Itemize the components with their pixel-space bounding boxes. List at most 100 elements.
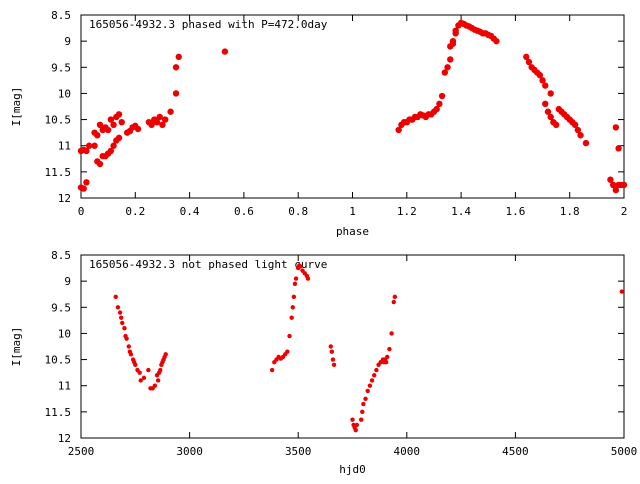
y-tick-label: 10.5 <box>45 114 72 127</box>
data-point <box>118 315 124 320</box>
y-tick-label: 11 <box>58 380 71 393</box>
data-point <box>175 53 182 61</box>
data-point <box>391 299 396 305</box>
x-tick-label: 0.6 <box>234 205 254 218</box>
chart-title: 165056-4932.3 not phased light curve <box>89 258 327 271</box>
chart-panel-2: 2500 3000 3500 4000 4500 5000 8.5 9 9.5 10 10.5 11 1… <box>10 249 637 476</box>
data-point <box>115 111 123 118</box>
data-point <box>330 357 336 362</box>
data-point <box>577 132 584 139</box>
data-point <box>369 378 375 383</box>
data-point <box>331 362 337 367</box>
y-tick-label: 10 <box>58 87 71 100</box>
x-tick-label: 0.2 <box>125 205 145 218</box>
data-point <box>94 132 101 139</box>
data-point <box>269 367 275 373</box>
data-point <box>449 37 457 45</box>
data-point <box>148 121 155 128</box>
data-point <box>374 367 379 373</box>
data-point <box>387 346 392 352</box>
data-point <box>291 294 297 300</box>
y-tick-label: 10.5 <box>45 354 72 367</box>
chart-title: 165056-4932.3 phased with P=472.0day <box>89 18 328 31</box>
x-tick-label: 0 <box>78 205 85 218</box>
y-axis-label: I[mag] <box>10 87 23 127</box>
y-axis-label: I[mag] <box>10 327 23 367</box>
data-point <box>107 147 115 155</box>
data-point <box>85 142 93 149</box>
x-axis-label: phase <box>336 225 369 238</box>
data-point <box>155 378 161 383</box>
data-point <box>358 417 364 422</box>
data-point <box>367 383 373 388</box>
y-tick-label: 10 <box>58 327 71 340</box>
y-tick-label: 8.5 <box>51 249 71 262</box>
data-point <box>141 375 147 381</box>
data-point <box>161 116 169 123</box>
data-point <box>298 264 303 269</box>
data-point <box>389 331 394 336</box>
data-point <box>126 344 131 349</box>
data-point <box>619 289 625 294</box>
data-point <box>158 367 163 373</box>
data-point <box>163 352 168 357</box>
data-point <box>582 139 590 147</box>
data-point <box>91 142 98 149</box>
data-point <box>137 370 142 375</box>
data-point <box>159 121 166 128</box>
data-point <box>113 294 118 300</box>
data-point <box>383 359 389 365</box>
data-point <box>607 176 614 183</box>
data-point <box>360 409 365 415</box>
data-point <box>542 82 549 89</box>
data-point <box>167 108 174 115</box>
data-point <box>117 310 123 315</box>
data-point <box>292 281 298 286</box>
data-point <box>305 276 311 281</box>
chart-panel-1: 0 0.2 0.4 0.6 0.8 1 1.2 1.4 1.6 1.8 2 8.5 9 9.5 10 10.5… <box>10 9 627 238</box>
data-point <box>361 401 366 407</box>
x-tick-label: 3500 <box>285 445 312 458</box>
data-point <box>124 336 129 341</box>
data-point <box>438 92 446 100</box>
x-tick-label: 3000 <box>176 445 203 458</box>
data-point <box>96 160 104 168</box>
data-point <box>574 126 582 134</box>
data-point <box>287 333 292 339</box>
y-tick-label: 9 <box>64 275 71 288</box>
x-tick-label: 1.6 <box>505 205 525 218</box>
y-tick-label: 12 <box>58 432 71 445</box>
data-point <box>172 90 180 97</box>
plot-frame <box>80 254 625 439</box>
data-point <box>441 69 449 76</box>
x-tick-label: 4500 <box>502 445 529 458</box>
data-point <box>395 126 402 134</box>
x-tick-label: 1.8 <box>560 205 580 218</box>
data-point <box>544 108 552 115</box>
data-point <box>83 179 90 186</box>
data-point <box>115 305 121 310</box>
data-point <box>172 64 180 71</box>
data-point <box>107 116 115 123</box>
data-point <box>452 27 459 34</box>
data-point <box>385 354 390 360</box>
data-point <box>122 326 127 331</box>
data-point <box>289 315 294 320</box>
y-tick-label: 11 <box>58 140 71 153</box>
data-point <box>328 344 333 349</box>
x-tick-label: 5000 <box>611 445 638 458</box>
y-tick-label: 9.5 <box>51 301 71 314</box>
y-tick-label: 11.5 <box>45 166 72 179</box>
data-point <box>523 53 530 61</box>
data-point <box>329 349 335 354</box>
data-point <box>293 276 299 281</box>
data-point <box>363 396 368 401</box>
data-point <box>134 125 142 133</box>
data-point <box>615 145 622 152</box>
data-point <box>118 118 125 126</box>
data-point <box>128 352 134 357</box>
y-tick-label: 9 <box>64 35 71 48</box>
data-point <box>612 186 620 194</box>
x-tick-label: 0.4 <box>180 205 200 218</box>
data-point <box>493 37 500 45</box>
